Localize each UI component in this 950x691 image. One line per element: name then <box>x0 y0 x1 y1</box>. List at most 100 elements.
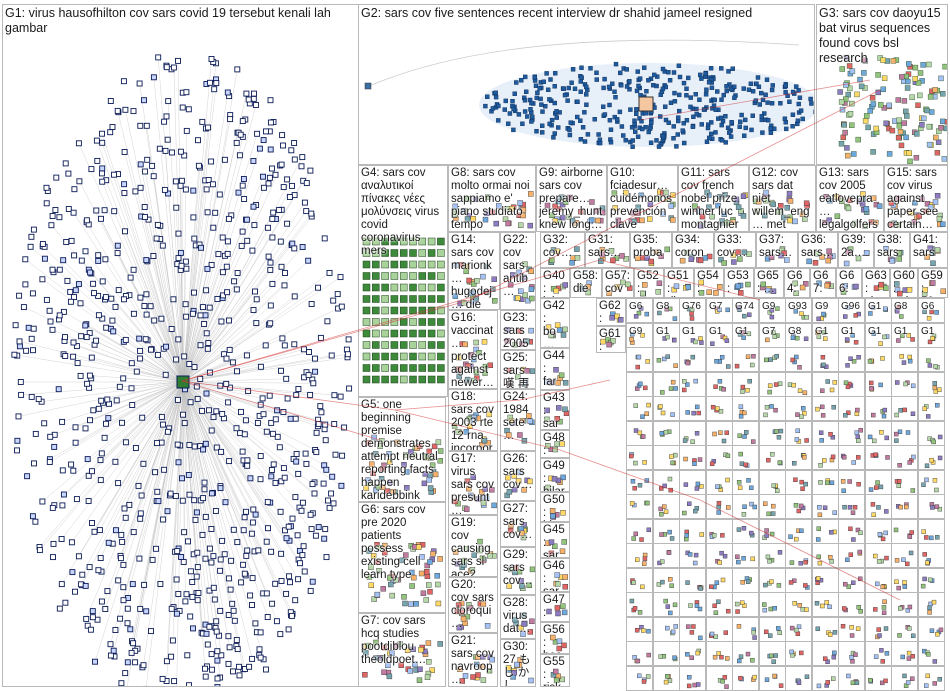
square-node-icon <box>686 76 690 80</box>
square-node-icon <box>911 337 915 341</box>
small-group-cell <box>812 543 839 568</box>
square-node-icon <box>175 442 180 447</box>
square-node-icon <box>849 101 854 106</box>
square-node-icon <box>301 544 306 549</box>
square-node-icon <box>156 499 161 504</box>
square-node-icon <box>682 121 686 125</box>
square-node-icon <box>848 480 852 484</box>
square-node-icon <box>184 592 189 597</box>
square-node-icon <box>711 405 715 409</box>
square-node-icon <box>84 335 89 340</box>
square-node-icon <box>215 649 220 654</box>
square-node-icon <box>311 381 316 386</box>
small-group-cell <box>732 666 759 691</box>
small-group-cell <box>918 396 945 421</box>
square-node-icon <box>234 287 239 292</box>
square-node-icon <box>819 431 823 435</box>
square-node-icon <box>633 606 637 610</box>
square-node-icon <box>670 584 674 588</box>
square-node-icon <box>193 517 198 522</box>
square-node-icon <box>204 631 209 636</box>
square-node-icon <box>692 411 696 415</box>
small-group-nodes <box>786 348 812 372</box>
square-node-icon <box>235 647 240 652</box>
small-group-cell <box>838 592 865 617</box>
square-node-icon <box>882 605 886 609</box>
square-node-icon <box>682 511 686 515</box>
square-node-icon <box>555 116 559 120</box>
square-node-icon <box>258 364 263 369</box>
square-node-icon <box>224 356 229 361</box>
small-group-cell <box>759 543 786 568</box>
square-node-icon <box>171 297 176 302</box>
square-node-icon <box>244 553 249 558</box>
square-node-icon <box>789 535 793 539</box>
square-node-icon <box>419 284 426 291</box>
square-node-icon <box>414 601 419 606</box>
small-group-nodes <box>707 422 733 446</box>
square-node-icon <box>310 482 315 487</box>
square-node-icon <box>724 685 728 689</box>
square-node-icon <box>100 131 105 136</box>
square-node-icon <box>779 429 783 433</box>
square-node-icon <box>570 260 575 265</box>
square-node-icon <box>794 503 798 507</box>
square-node-icon <box>753 636 757 640</box>
square-node-icon <box>690 316 694 320</box>
square-node-icon <box>770 88 774 92</box>
small-group-nodes <box>680 397 706 421</box>
square-node-icon <box>674 624 678 628</box>
square-node-icon <box>627 79 631 83</box>
group-label-g47: G47: sar… <box>543 594 567 622</box>
square-node-icon <box>817 527 821 531</box>
square-node-icon <box>874 486 878 490</box>
square-node-icon <box>712 533 716 537</box>
square-node-icon <box>335 292 340 297</box>
small-group-nodes <box>760 348 786 372</box>
square-node-icon <box>278 509 283 514</box>
small-group-cell <box>785 347 812 372</box>
group-label-g40: G40: jair… <box>543 270 567 298</box>
square-node-icon <box>897 484 901 488</box>
group-panel-g13: G13: sars cov 2005 eatlovepra… legalgolf… <box>816 165 884 232</box>
square-node-icon <box>191 626 196 631</box>
square-node-icon <box>840 67 845 72</box>
square-node-icon <box>494 95 498 99</box>
square-node-icon <box>78 301 83 306</box>
square-node-icon <box>831 677 835 681</box>
square-node-icon <box>609 140 613 144</box>
square-node-icon <box>183 599 188 604</box>
square-node-icon <box>151 174 156 179</box>
square-node-icon <box>817 505 821 509</box>
square-node-icon <box>264 129 269 134</box>
square-node-icon <box>903 408 907 412</box>
small-group-cell <box>759 568 786 593</box>
small-group-nodes <box>627 348 653 372</box>
square-node-icon <box>210 667 215 672</box>
group-panel-g47: G47: sar… <box>540 592 570 622</box>
square-node-icon <box>129 386 134 391</box>
square-node-icon <box>29 336 34 341</box>
group-panel-g9: G9: airborne sars cov prepare… jeremy_hu… <box>536 165 607 232</box>
square-node-icon <box>143 686 148 687</box>
square-node-icon <box>90 615 95 620</box>
square-node-icon <box>855 681 859 685</box>
small-group-nodes <box>760 593 786 617</box>
small-group-nodes <box>707 520 733 544</box>
square-node-icon <box>304 209 309 214</box>
small-group-cell <box>706 543 733 568</box>
small-group-nodes <box>733 667 759 691</box>
square-node-icon <box>504 99 508 103</box>
square-node-icon <box>638 382 642 386</box>
square-node-icon <box>144 258 149 263</box>
small-group-nodes <box>627 667 653 691</box>
square-node-icon <box>94 138 99 143</box>
square-node-icon <box>713 432 717 436</box>
small-group-nodes <box>707 348 733 372</box>
small-group-cell <box>918 494 945 519</box>
small-group-nodes <box>892 422 918 446</box>
square-node-icon <box>48 319 53 324</box>
square-node-icon <box>666 355 670 359</box>
square-node-icon <box>520 122 524 126</box>
square-node-icon <box>642 680 646 684</box>
